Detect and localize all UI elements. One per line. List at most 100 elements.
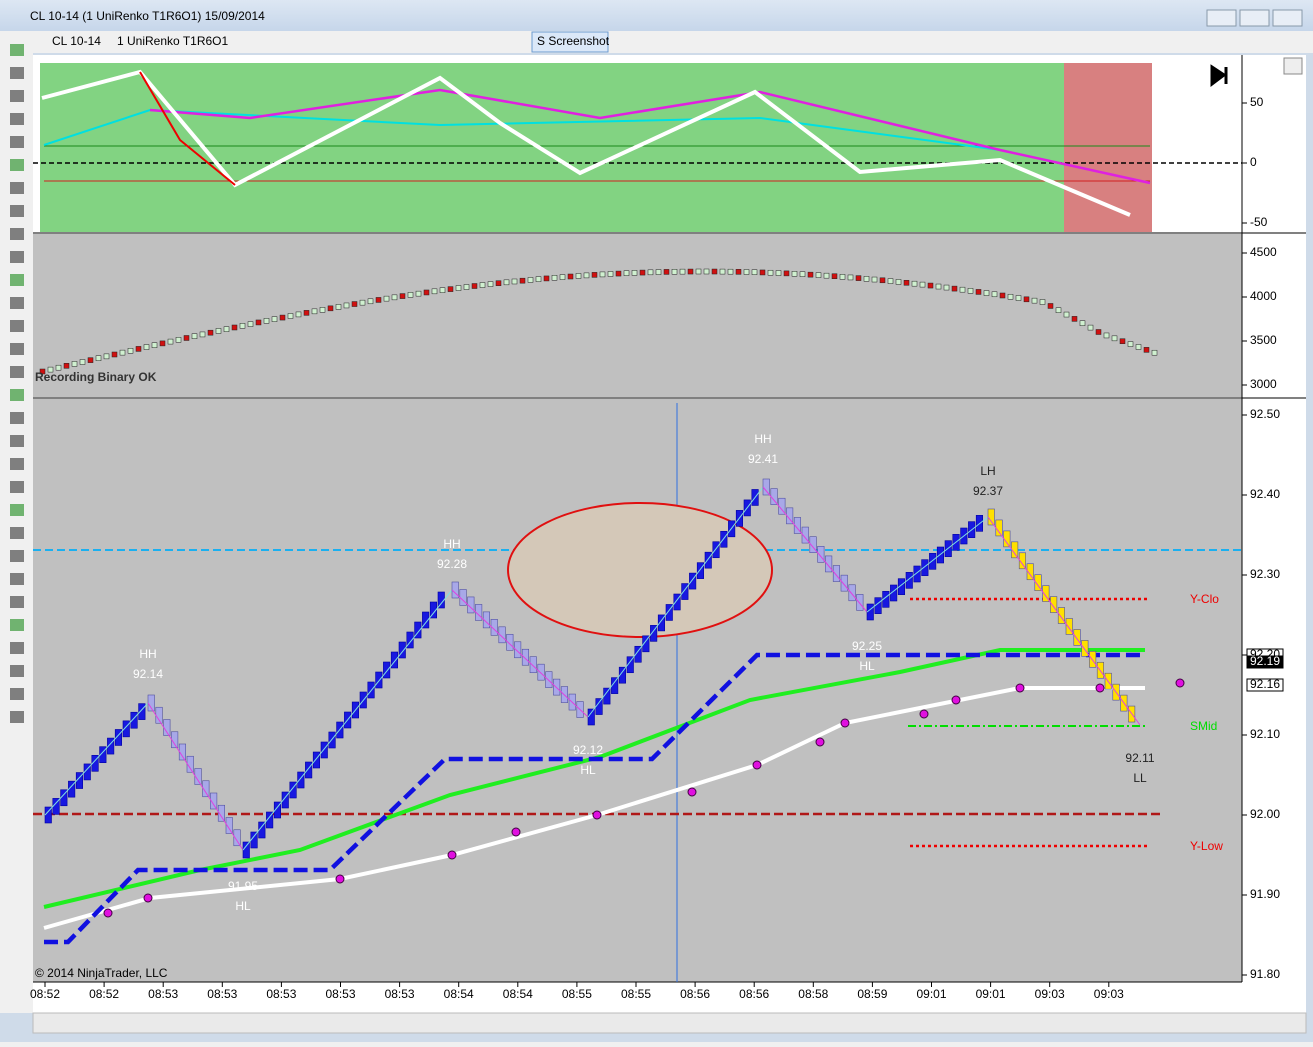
tool-icon — [10, 665, 24, 677]
panel-menu-button[interactable] — [1283, 57, 1303, 75]
tool-icon — [10, 458, 24, 470]
y-tick-label: 92.10 — [1250, 727, 1280, 741]
volume-candle — [887, 278, 894, 284]
tool-icon — [10, 435, 24, 447]
volume-candle — [327, 305, 334, 312]
volume-candle — [767, 269, 774, 276]
swing-line — [987, 516, 1141, 726]
volume-candle — [719, 268, 726, 275]
swing-annotation: HL — [580, 763, 596, 777]
renko-brick — [817, 546, 825, 563]
renko-brick — [696, 562, 705, 579]
renko-brick — [1089, 651, 1097, 668]
volume-candle — [47, 366, 54, 373]
renko-brick — [91, 755, 99, 772]
volume-candle — [1103, 332, 1110, 339]
screenshot-button[interactable] — [531, 31, 609, 53]
renko-brick — [1081, 640, 1089, 657]
pivot-dot — [143, 893, 153, 903]
renko-brick — [482, 611, 491, 629]
volume-candle — [591, 272, 598, 278]
volume-candle — [39, 368, 46, 375]
maximize-button[interactable] — [1239, 9, 1270, 27]
volume-candle — [1023, 296, 1030, 303]
close-button[interactable] — [1272, 9, 1303, 27]
volume-candle — [463, 284, 470, 290]
swing-annotation: HH — [443, 537, 460, 551]
renko-brick — [107, 737, 115, 755]
x-tick-label: 09:01 — [916, 987, 946, 1001]
volume-candle — [831, 273, 838, 279]
volume-candle — [991, 291, 998, 298]
go-to-end-icon[interactable] — [1210, 64, 1228, 87]
volume-candle — [599, 271, 606, 278]
renko-brick — [422, 611, 430, 629]
volume-candle — [1047, 303, 1054, 309]
pivot-dot — [335, 874, 345, 884]
highlight-ellipse — [507, 502, 773, 638]
tool-icon — [10, 366, 24, 378]
tool-icon — [10, 343, 24, 355]
renko-brick — [762, 478, 770, 496]
x-tick-label: 08:52 — [89, 987, 119, 1001]
volume-candle — [527, 277, 534, 283]
volume-candle — [279, 314, 286, 321]
renko-brick — [490, 619, 498, 636]
volume-candle — [983, 290, 990, 296]
renko-brick — [320, 741, 328, 759]
volume-candle — [191, 333, 198, 339]
x-tick-label: 08:53 — [325, 987, 355, 1001]
scrollbar[interactable] — [32, 1012, 1307, 1034]
volume-candle — [1063, 311, 1070, 318]
volume-candle — [903, 280, 910, 286]
renko-brick — [281, 791, 289, 809]
volume-candle — [863, 276, 870, 282]
renko-brick — [856, 594, 864, 611]
y-tick-label: 92.00 — [1250, 807, 1280, 821]
tool-icon — [10, 550, 24, 562]
volume-candle — [743, 269, 750, 275]
renko-brick — [1057, 607, 1065, 624]
tool-icon — [10, 481, 24, 493]
volume-candle — [359, 299, 366, 306]
x-tick-label: 09:03 — [1035, 987, 1065, 1001]
renko-brick — [383, 661, 391, 679]
period-selector[interactable]: 1 UniRenko T1R6O1 — [117, 34, 228, 48]
renko-brick — [913, 565, 921, 583]
renko-brick — [171, 731, 179, 749]
volume-candle — [119, 349, 126, 356]
volume-candle — [223, 326, 230, 332]
volume-candle — [735, 269, 742, 275]
renko-brick — [634, 645, 642, 663]
volume-candle — [455, 285, 462, 291]
y-tick-label: 91.90 — [1250, 887, 1280, 901]
renko-brick — [312, 751, 321, 769]
volume-candle — [143, 344, 150, 350]
renko-brick — [801, 526, 809, 544]
tool-icon — [10, 297, 24, 309]
pivot-dot — [103, 908, 113, 918]
volume-candle — [911, 280, 918, 287]
renko-brick — [202, 780, 210, 798]
renko-brick — [995, 519, 1003, 537]
minimize-button[interactable] — [1206, 9, 1237, 27]
volume-candle — [199, 331, 206, 338]
copyright: © 2014 NinjaTrader, LLC — [35, 966, 168, 980]
level-label: Y-Clo — [1190, 592, 1219, 606]
instrument-selector[interactable]: CL 10-14 — [52, 34, 101, 48]
swing-annotation: HL — [859, 659, 875, 673]
volume-candle — [783, 270, 790, 277]
renko-brick — [99, 746, 107, 763]
pivot-dot — [1095, 683, 1105, 693]
volume-candle — [351, 301, 358, 307]
x-tick-label: 08:53 — [148, 987, 178, 1001]
volume-candle — [967, 288, 974, 294]
tool-icon — [10, 504, 24, 516]
renko-brick — [114, 729, 122, 746]
tool-icon — [10, 688, 24, 700]
renko-brick — [210, 792, 218, 810]
x-tick-label: 08:59 — [857, 987, 887, 1001]
renko-brick — [545, 671, 553, 688]
tool-icon — [10, 573, 24, 585]
